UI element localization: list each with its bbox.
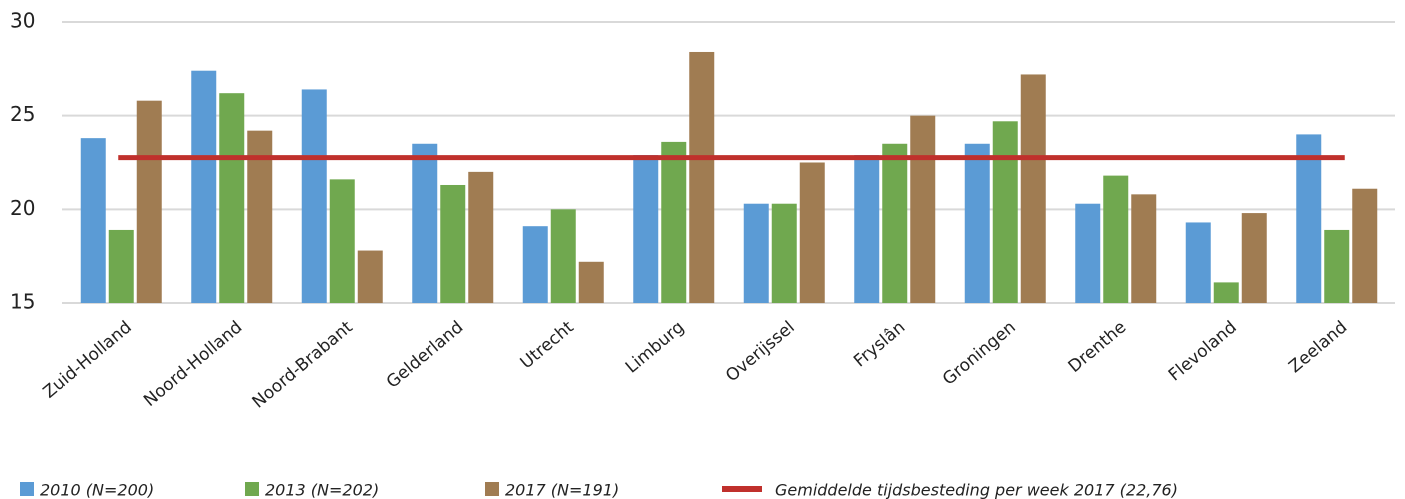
bar — [992, 121, 1018, 303]
bar — [1241, 213, 1267, 303]
x-tick-label: Gelderland — [383, 317, 467, 392]
bar — [1020, 74, 1046, 303]
bar — [1213, 282, 1239, 303]
bar — [882, 143, 908, 303]
y-tick-label: 20 — [10, 196, 35, 220]
x-tick-label: Overijssel — [722, 317, 799, 386]
legend-label: Gemiddelde tijdsbesteding per week 2017 … — [775, 481, 1178, 499]
bar — [743, 203, 769, 303]
bar — [1075, 203, 1101, 303]
bar — [136, 100, 162, 304]
legend-swatch — [20, 482, 34, 496]
bar — [550, 209, 576, 303]
legend-label: 2017 (N=191) — [505, 481, 619, 499]
x-tick-label: Groningen — [939, 317, 1020, 389]
bar — [191, 70, 217, 303]
bar — [108, 229, 134, 303]
bar — [80, 138, 106, 303]
x-tick-label: Limburg — [622, 317, 688, 377]
bar — [689, 51, 715, 304]
bar — [964, 143, 990, 303]
x-tick-label: Fryslân — [850, 317, 909, 371]
x-tick-label: Noord-Holland — [140, 317, 246, 411]
bar — [854, 155, 880, 303]
x-tick-label: Noord-Brabant — [249, 317, 357, 412]
bar — [633, 155, 659, 303]
bar — [440, 184, 466, 303]
bar — [1103, 175, 1129, 303]
bar — [799, 162, 825, 303]
x-tick-label: Utrecht — [517, 317, 578, 373]
bar — [1185, 222, 1211, 303]
bar — [578, 261, 604, 303]
bar — [1131, 194, 1157, 303]
bar — [1324, 229, 1350, 303]
x-tick-label: Zeeland — [1285, 317, 1351, 377]
legend-swatch — [485, 482, 499, 496]
bar — [522, 226, 548, 303]
y-tick-label: 25 — [10, 102, 35, 126]
y-tick-label: 15 — [10, 290, 35, 314]
legend-label: 2010 (N=200) — [40, 481, 154, 499]
x-tick-label: Drenthe — [1065, 317, 1131, 377]
bar — [412, 143, 438, 303]
bar — [468, 171, 494, 303]
bar — [661, 141, 687, 303]
x-tick-label: Zuid-Holland — [40, 317, 136, 402]
bar — [1296, 134, 1322, 303]
bar — [771, 203, 797, 303]
bar — [219, 93, 245, 303]
y-tick-label: 30 — [10, 9, 35, 33]
bar — [357, 250, 383, 303]
bar — [301, 89, 327, 303]
bar — [329, 179, 355, 303]
bar — [910, 115, 936, 304]
legend-label: 2013 (N=202) — [265, 481, 379, 499]
x-tick-label: Flevoland — [1165, 317, 1241, 385]
bar — [1352, 188, 1378, 303]
legend-swatch — [245, 482, 259, 496]
